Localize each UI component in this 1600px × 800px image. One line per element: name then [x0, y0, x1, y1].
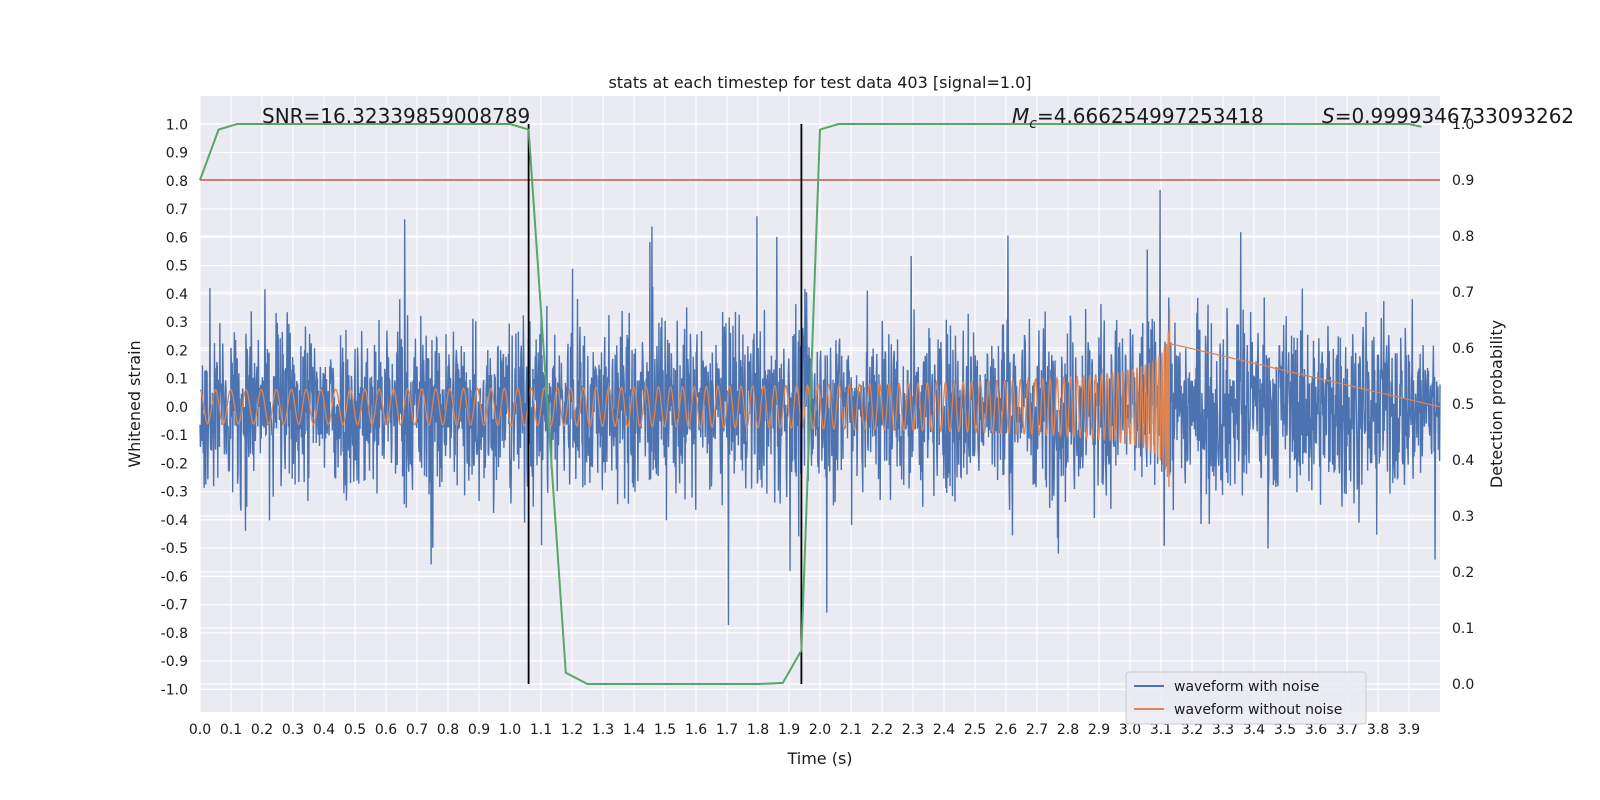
legend-label-clean: waveform without noise — [1174, 702, 1342, 718]
x-tick-label: 0.1 — [220, 722, 242, 738]
y-right-tick-label: 0.7 — [1452, 285, 1474, 301]
y-left-tick-label: 0.4 — [166, 287, 188, 303]
chart-title: stats at each timestep for test data 403… — [608, 73, 1031, 92]
chirp-mass-symbol: M — [1012, 104, 1029, 128]
y-right-tick-label: 0.8 — [1452, 229, 1474, 245]
x-tick-label: 0.0 — [189, 722, 211, 738]
y-left-tick-label: 0.6 — [166, 230, 188, 246]
series-detection-probability — [199, 123, 1422, 685]
y-right-tick-label: 0.2 — [1452, 565, 1474, 581]
x-tick-label: 0.3 — [282, 722, 304, 738]
x-tick-label: 1.0 — [499, 722, 521, 738]
x-tick-label: 2.8 — [1057, 722, 1079, 738]
y-left-tick-label: 0.5 — [166, 259, 188, 275]
y-right-axis-label: Detection probability — [1487, 320, 1506, 488]
y-right-tick-labels: 0.0 0.1 0.2 0.3 0.4 0.5 0.6 0.7 0.8 0.9 1.0 — [1452, 117, 1474, 693]
x-tick-label: 2.9 — [1088, 722, 1110, 738]
y-right-tick-label: 0.6 — [1452, 341, 1474, 357]
y-left-tick-label: 0.3 — [166, 315, 188, 331]
x-tick-label: 2.7 — [1026, 722, 1048, 738]
y-left-tick-label: -0.4 — [161, 513, 188, 529]
x-tick-label: 2.0 — [809, 722, 831, 738]
y-left-tick-labels: -1.0 -0.9 -0.8 -0.7 -0.6 -0.5 -0.4 -0.3 -0.2 -0.1… — [161, 117, 188, 698]
s-annotation: S=0.9999346733093262 — [1322, 104, 1574, 128]
y-left-tick-label: 0.1 — [166, 372, 188, 388]
x-tick-label: 3.3 — [1212, 722, 1234, 738]
snr-annotation: SNR=16.32339859008789 — [262, 104, 530, 128]
y-right-tick-label: 0.1 — [1452, 621, 1474, 637]
x-tick-label: 1.1 — [530, 722, 552, 738]
y-left-tick-label: -0.6 — [161, 569, 188, 585]
y-left-tick-label: 0.2 — [166, 343, 188, 359]
y-left-tick-label: -0.7 — [161, 598, 188, 614]
y-left-tick-label: -0.1 — [161, 428, 188, 444]
y-left-tick-label: 0.9 — [166, 146, 188, 162]
x-tick-label: 2.1 — [840, 722, 862, 738]
chirp-mass-value: =4.666254997253418 — [1037, 104, 1264, 128]
y-left-tick-label: 0.8 — [166, 174, 188, 190]
x-tick-label: 3.7 — [1336, 722, 1358, 738]
x-tick-labels: 0.0 0.1 0.2 0.3 0.4 0.5 0.6 0.7 0.8 0.9 1.0 1.1 1.2 1… — [189, 722, 1420, 738]
y-left-tick-label: 0.0 — [166, 400, 188, 416]
y-right-tick-label: 0.9 — [1452, 173, 1474, 189]
x-tick-label: 2.3 — [902, 722, 924, 738]
x-axis-label: Time (s) — [786, 749, 852, 768]
line-waveform-with-noise — [199, 189, 1441, 626]
x-tick-label: 0.6 — [375, 722, 397, 738]
x-tick-label: 1.9 — [778, 722, 800, 738]
y-right-tick-label: 0.0 — [1452, 677, 1474, 693]
x-tick-label: 2.6 — [995, 722, 1017, 738]
s-symbol: S — [1322, 104, 1335, 128]
x-tick-label: 2.2 — [871, 722, 893, 738]
x-tick-label: 3.0 — [1119, 722, 1141, 738]
x-tick-label: 2.5 — [964, 722, 986, 738]
y-left-tick-label: 0.7 — [166, 202, 188, 218]
x-tick-label: 1.2 — [561, 722, 583, 738]
line-waveform-without-noise — [199, 307, 1441, 488]
x-tick-label: 0.9 — [468, 722, 490, 738]
chirp-mass-subscript: c — [1029, 116, 1037, 132]
x-tick-label: 3.6 — [1305, 722, 1327, 738]
y-right-tick-label: 1.0 — [1452, 117, 1474, 133]
x-tick-label: 0.2 — [251, 722, 273, 738]
series-waveform-with-noise — [199, 189, 1441, 626]
y-right-tick-label: 0.4 — [1452, 453, 1474, 469]
y-left-tick-label: -0.2 — [161, 456, 188, 472]
x-tick-label: 3.2 — [1181, 722, 1203, 738]
y-left-tick-label: 1.0 — [166, 117, 188, 133]
legend-label-noise: waveform with noise — [1174, 679, 1319, 695]
legend: waveform with noise waveform without noi… — [1125, 671, 1367, 725]
x-tick-label: 3.9 — [1398, 722, 1420, 738]
s-value: =0.9999346733093262 — [1335, 104, 1574, 128]
x-tick-label: 1.5 — [654, 722, 676, 738]
y-right-tick-label: 0.3 — [1452, 509, 1474, 525]
x-tick-label: 3.5 — [1274, 722, 1296, 738]
series-waveform-without-noise — [199, 307, 1441, 488]
y-left-tick-label: -0.9 — [161, 654, 188, 670]
vertical-markers — [527, 124, 803, 684]
x-tick-label: 1.4 — [623, 722, 645, 738]
x-tick-label: 3.8 — [1367, 722, 1389, 738]
x-tick-label: 0.7 — [406, 722, 428, 738]
x-tick-label: 1.3 — [592, 722, 614, 738]
x-tick-label: 1.6 — [685, 722, 707, 738]
x-tick-label: 2.4 — [933, 722, 955, 738]
y-left-tick-label: -0.8 — [161, 626, 188, 642]
y-right-tick-label: 0.5 — [1452, 397, 1474, 413]
x-tick-label: 3.1 — [1150, 722, 1172, 738]
x-tick-label: 0.5 — [344, 722, 366, 738]
y-left-tick-label: -0.5 — [161, 541, 188, 557]
legend-box — [1125, 671, 1367, 725]
y-left-tick-label: -1.0 — [161, 682, 188, 698]
x-tick-label: 0.8 — [437, 722, 459, 738]
x-tick-label: 3.4 — [1243, 722, 1265, 738]
y-left-tick-label: -0.3 — [161, 485, 188, 501]
chirp-mass-annotation: Mc=4.666254997253418 — [1012, 104, 1264, 132]
x-tick-label: 0.4 — [313, 722, 335, 738]
x-tick-label: 1.8 — [747, 722, 769, 738]
y-left-axis-label: Whitened strain — [125, 340, 144, 467]
line-detection-probability — [199, 123, 1422, 685]
x-tick-label: 1.7 — [716, 722, 738, 738]
